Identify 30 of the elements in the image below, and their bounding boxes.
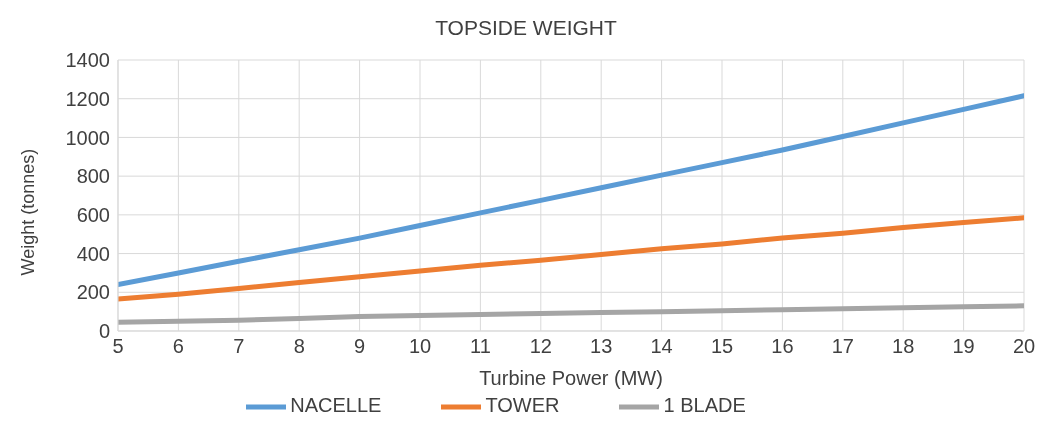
chart-title: TOPSIDE WEIGHT [434, 15, 618, 41]
x-axis-title: Turbine Power (MW) [479, 367, 663, 389]
x-tick-label: 9 [354, 335, 366, 358]
x-tick-label: 8 [293, 335, 305, 358]
x-tick-label: 6 [172, 335, 184, 358]
x-tick-label: 7 [233, 335, 245, 358]
x-tick-label: 19 [952, 335, 975, 358]
x-tick-label: 15 [710, 335, 734, 358]
y-tick-label: 400 [76, 242, 110, 265]
y-tick-label: 0 [98, 320, 110, 343]
y-tick-label: 1000 [65, 126, 110, 149]
x-tick-label: 18 [892, 335, 915, 358]
x-tick-label: 17 [831, 335, 854, 358]
x-tick-label: 13 [590, 335, 613, 358]
x-tick-label: 12 [529, 335, 552, 358]
x-tick-label: 11 [470, 335, 491, 358]
legend-label: 1 BLADE [663, 394, 746, 417]
x-tick-label: 16 [771, 335, 794, 358]
y-tick-label: 1200 [65, 87, 110, 110]
y-tick-label: 600 [76, 203, 110, 226]
x-tick-label: 14 [650, 335, 673, 358]
legend-label: NACELLE [290, 394, 382, 417]
legend-label: TOWER [485, 394, 560, 417]
y-tick-label: 1400 [65, 49, 110, 72]
x-tick-label: 5 [112, 335, 124, 358]
y-axis-title: Weight (tonnes) [18, 148, 39, 276]
x-tick-label: 10 [408, 335, 432, 358]
y-tick-label: 200 [76, 281, 110, 304]
y-tick-label: 800 [76, 165, 110, 188]
x-tick-label: 20 [1012, 335, 1036, 358]
